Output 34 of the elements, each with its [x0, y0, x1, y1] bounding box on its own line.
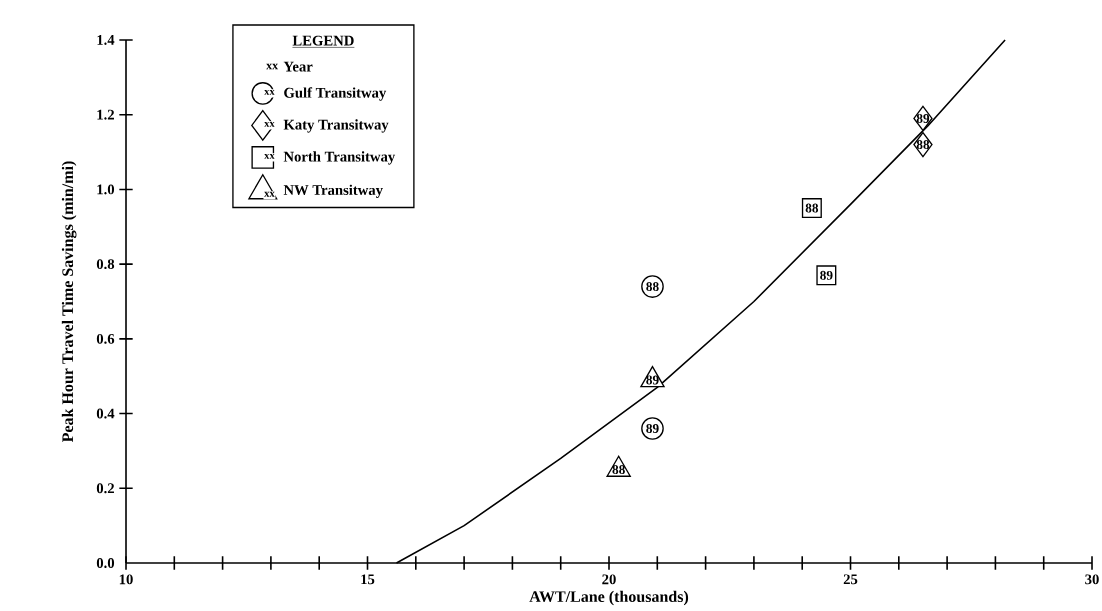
y-tick-label: 0.8 [96, 259, 115, 270]
annotation: 88 [612, 465, 625, 475]
y-tick-label: 0.6 [96, 333, 115, 344]
text: xx [264, 191, 275, 197]
annotation: 88 [646, 282, 659, 292]
x-tick-label: 20 [602, 574, 616, 585]
annotation: 88 [916, 140, 930, 150]
x-tick-label: 30 [1085, 574, 1099, 585]
text: xx [264, 153, 275, 159]
legend-title: LEGEND [292, 35, 354, 46]
legend-label: Gulf Transitway [284, 87, 387, 101]
y-tick-label: 0.4 [96, 408, 115, 419]
annotation: 88 [805, 203, 819, 213]
x-tick-label: 10 [119, 574, 133, 585]
text: xx [264, 89, 275, 95]
annotation: xx [266, 63, 279, 70]
legend-label: NW Transitway [283, 184, 383, 198]
annotation: Year [283, 61, 313, 72]
x-axis-title: AWT/Lane (thousands) [529, 590, 689, 606]
legend-label: Katy Transitway [283, 119, 389, 133]
x-tick-label: 15 [361, 574, 375, 585]
x-tick-label: 25 [843, 574, 858, 585]
annotation: 89 [646, 424, 659, 434]
legend-label: North Transitway [283, 151, 396, 165]
annotation: 89 [646, 375, 659, 385]
y-tick-label: 0.2 [96, 483, 114, 494]
annotation: 89 [916, 113, 930, 123]
y-tick-label: 1.0 [97, 184, 115, 195]
y-tick-label: 0.0 [96, 558, 115, 568]
y-axis-title: Peak Hour Travel Time Savings (min/mi) [61, 161, 77, 443]
text: xx [264, 121, 275, 127]
y-tick-label: 1.4 [97, 35, 115, 45]
y-tick-label: 1.2 [97, 109, 114, 120]
annotation: 89 [820, 270, 833, 280]
